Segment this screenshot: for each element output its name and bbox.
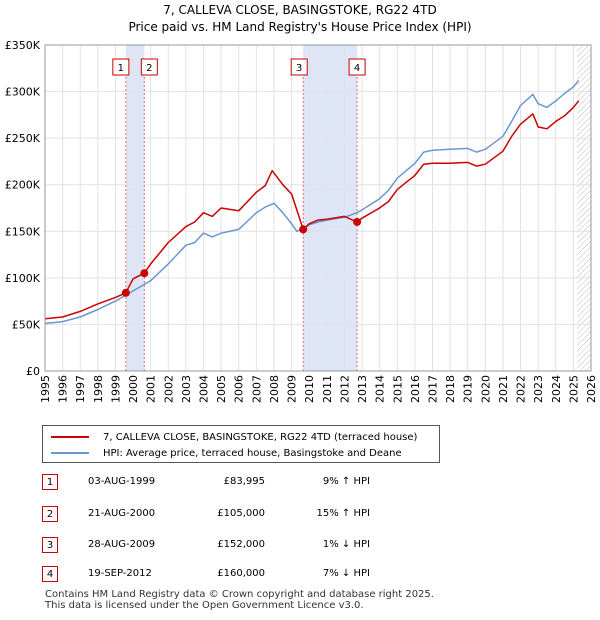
transaction-row: 2 21-AUG-2000 £105,000 15% ↑ HPI xyxy=(0,506,600,524)
plot-frame xyxy=(44,44,592,372)
x-tick-label: 2007 xyxy=(250,375,263,403)
x-tick-label: 2019 xyxy=(462,375,475,403)
sale-number-label: 3 xyxy=(296,63,302,74)
y-tick-label: £200K xyxy=(5,179,41,192)
x-tick-label: 2005 xyxy=(215,375,228,403)
x-tick-label: 2009 xyxy=(286,375,299,403)
x-tick-label: 2016 xyxy=(409,375,422,403)
x-tick-label: 2021 xyxy=(497,375,510,403)
x-tick-label: 2023 xyxy=(532,375,545,403)
legend-label-hpi: HPI: Average price, terraced house, Basi… xyxy=(103,447,402,459)
x-tick-label: 2022 xyxy=(515,375,528,403)
x-tick-label: 2020 xyxy=(479,375,492,403)
footer: Contains HM Land Registry data © Crown c… xyxy=(45,589,434,611)
x-tick-label: 1995 xyxy=(39,375,52,403)
x-tick-label: 2004 xyxy=(198,375,211,403)
legend: 7, CALLEVA CLOSE, BASINGSTOKE, RG22 4TD … xyxy=(42,425,440,463)
transaction-number: 4 xyxy=(42,566,58,582)
transaction-row: 3 28-AUG-2009 £152,000 1% ↓ HPI xyxy=(0,537,600,555)
transaction-price: £160,000 xyxy=(217,568,265,579)
transaction-hpi: 1% ↓ HPI xyxy=(322,539,370,550)
x-tick-label: 2000 xyxy=(127,375,140,403)
x-tick-label: 2010 xyxy=(303,375,316,403)
chart-title: 7, CALLEVA CLOSE, BASINGSTOKE, RG22 4TD xyxy=(163,3,437,17)
transaction-number: 3 xyxy=(42,537,58,553)
transaction-date: 28-AUG-2009 xyxy=(88,539,156,550)
legend-label-property: 7, CALLEVA CLOSE, BASINGSTOKE, RG22 4TD … xyxy=(103,431,418,443)
x-tick-label: 2011 xyxy=(321,375,334,403)
transaction-number: 2 xyxy=(42,506,58,522)
x-tick-label: 1998 xyxy=(92,375,105,403)
forecast-hatch xyxy=(576,45,591,371)
shaded-range xyxy=(125,45,145,371)
x-tick-label: 2001 xyxy=(145,375,158,403)
sale-point xyxy=(299,225,308,234)
legend-swatch-property xyxy=(51,436,89,438)
footer-copyright: Contains HM Land Registry data © Crown c… xyxy=(45,589,434,600)
sale-point xyxy=(140,269,149,278)
x-tick-label: 2006 xyxy=(233,375,246,403)
x-tick-label: 2025 xyxy=(567,375,580,403)
x-tick-label: 2012 xyxy=(338,375,351,403)
sale-number-box xyxy=(112,58,130,76)
legend-swatch-hpi xyxy=(51,452,89,454)
sale-point xyxy=(121,288,130,297)
transaction-hpi: 15% ↑ HPI xyxy=(316,508,370,519)
x-tick-label: 2008 xyxy=(268,375,281,403)
x-tick-label: 1999 xyxy=(109,375,122,403)
legend-item-hpi: HPI: Average price, terraced house, Basi… xyxy=(51,446,402,460)
transaction-date: 19-SEP-2012 xyxy=(88,568,152,579)
sale-point xyxy=(353,217,362,226)
y-tick-label: £300K xyxy=(5,86,41,99)
y-tick-label: £0 xyxy=(26,365,40,378)
transaction-date: 03-AUG-1999 xyxy=(88,476,156,487)
shaded-range xyxy=(303,45,358,371)
transaction-row: 4 19-SEP-2012 £160,000 7% ↓ HPI xyxy=(0,566,600,584)
sale-number-label: 1 xyxy=(118,63,124,74)
x-tick-label: 2015 xyxy=(391,375,404,403)
x-tick-label: 1996 xyxy=(57,375,70,403)
transaction-price: £105,000 xyxy=(217,508,265,519)
chart-subtitle: Price paid vs. HM Land Registry's House … xyxy=(128,20,472,34)
legend-item-property: 7, CALLEVA CLOSE, BASINGSTOKE, RG22 4TD … xyxy=(51,430,417,444)
transaction-hpi: 9% ↑ HPI xyxy=(322,476,370,487)
sale-number-label: 2 xyxy=(146,63,152,74)
x-tick-label: 2013 xyxy=(356,375,369,403)
transaction-number: 1 xyxy=(42,474,58,490)
sale-number-box xyxy=(140,58,158,76)
hpi-line xyxy=(44,79,580,325)
transaction-row: 1 03-AUG-1999 £83,995 9% ↑ HPI xyxy=(0,474,600,492)
x-tick-label: 2026 xyxy=(585,375,598,403)
footer-license: This data is licensed under the Open Gov… xyxy=(45,600,364,611)
sale-number-label: 4 xyxy=(354,63,360,74)
transaction-date: 21-AUG-2000 xyxy=(88,508,156,519)
transaction-hpi: 7% ↓ HPI xyxy=(322,568,370,579)
y-tick-label: £250K xyxy=(5,132,41,145)
y-tick-label: £50K xyxy=(12,318,41,331)
price-chart: 1 2 3 4 £0 £50K £100K £150K £200K £250K £300K £350… xyxy=(5,39,598,403)
x-tick-label: 2024 xyxy=(550,375,563,403)
property-price-line xyxy=(44,100,580,320)
x-tick-label: 2002 xyxy=(162,375,175,403)
x-tick-label: 2014 xyxy=(374,375,387,403)
y-tick-label: £350K xyxy=(5,39,41,52)
x-tick-label: 2017 xyxy=(426,375,439,403)
transaction-price: £83,995 xyxy=(223,476,265,487)
transaction-price: £152,000 xyxy=(217,539,265,550)
y-tick-label: £100K xyxy=(5,272,41,285)
sale-number-box xyxy=(290,58,308,76)
x-tick-label: 2018 xyxy=(444,375,457,403)
y-tick-label: £150K xyxy=(5,225,41,238)
sale-number-box xyxy=(348,58,366,76)
x-tick-label: 1997 xyxy=(74,375,87,403)
x-tick-label: 2003 xyxy=(180,375,193,403)
